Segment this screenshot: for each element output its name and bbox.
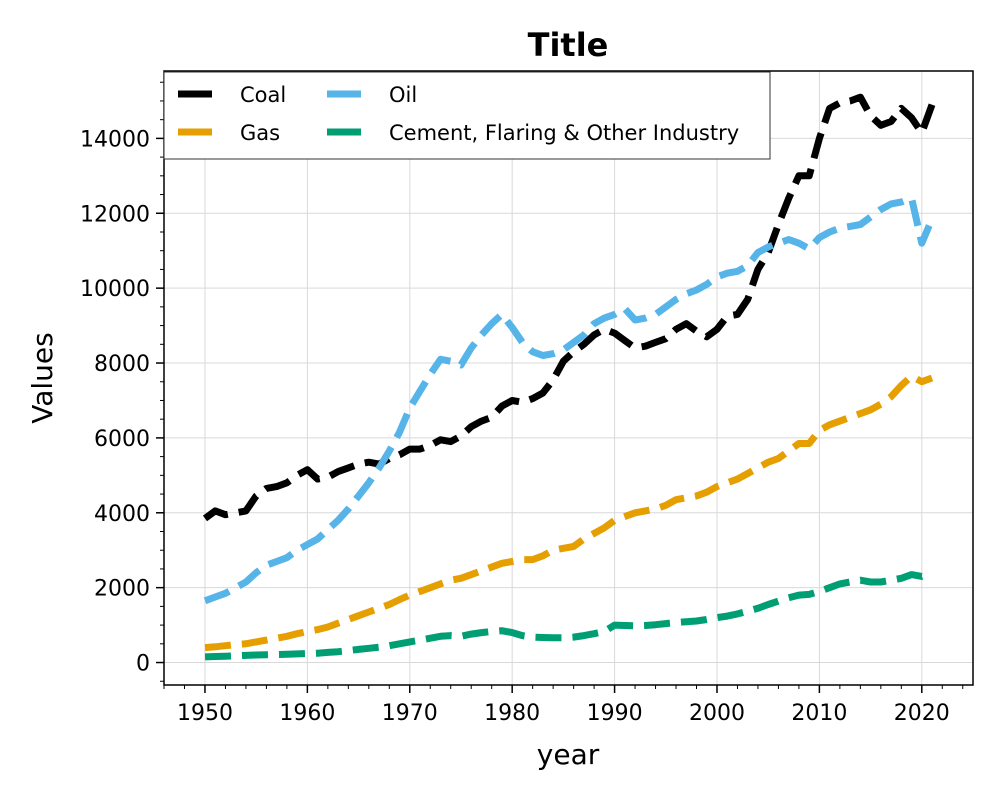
y-tick-label: 12000 [80,202,150,227]
x-tick-label: 1960 [279,701,335,726]
series-line-gas [204,372,934,652]
plot-frame [163,70,974,686]
y-tick-label: 8000 [94,352,150,377]
legend: Coal Oil Gas Cement, Flaring & Other Indust… [163,71,771,160]
x-axis-label: year [537,738,600,771]
legend-label-gas: Gas [240,121,280,145]
x-tick-label: 2010 [791,701,847,726]
series-line-coal [202,93,936,522]
x-tick-label: 2020 [894,701,950,726]
y-tick-label: 10000 [80,277,150,302]
y-tick-label: 2000 [94,577,150,602]
x-tick-label: 1980 [484,701,540,726]
y-tick-label: 4000 [94,502,150,527]
y-tick-label: 6000 [94,427,150,452]
series-line-oil [203,194,936,605]
series-line-cement-flaring-other-industry [204,569,934,661]
x-tick-label: 1950 [177,701,233,726]
y-axis-label: Values [26,332,59,423]
legend-label-oil: Oil [389,83,417,107]
legend-label-coal: Coal [240,83,286,107]
chart-title: Title [528,26,609,64]
series-lines [202,93,936,661]
x-tick-label: 1990 [587,701,643,726]
legend-label-cement-flaring-other-industry: Cement, Flaring & Other Industry [389,121,739,145]
y-tick-label: 0 [136,652,150,677]
axes: 1950 1960 1970 1980 1990 2000 2010 2020 0 2000 400… [80,81,964,726]
grid [164,71,973,685]
x-tick-label: 1970 [382,701,438,726]
x-tick-label: 2000 [689,701,745,726]
y-tick-label: 14000 [80,127,150,152]
legend-box [163,71,771,160]
